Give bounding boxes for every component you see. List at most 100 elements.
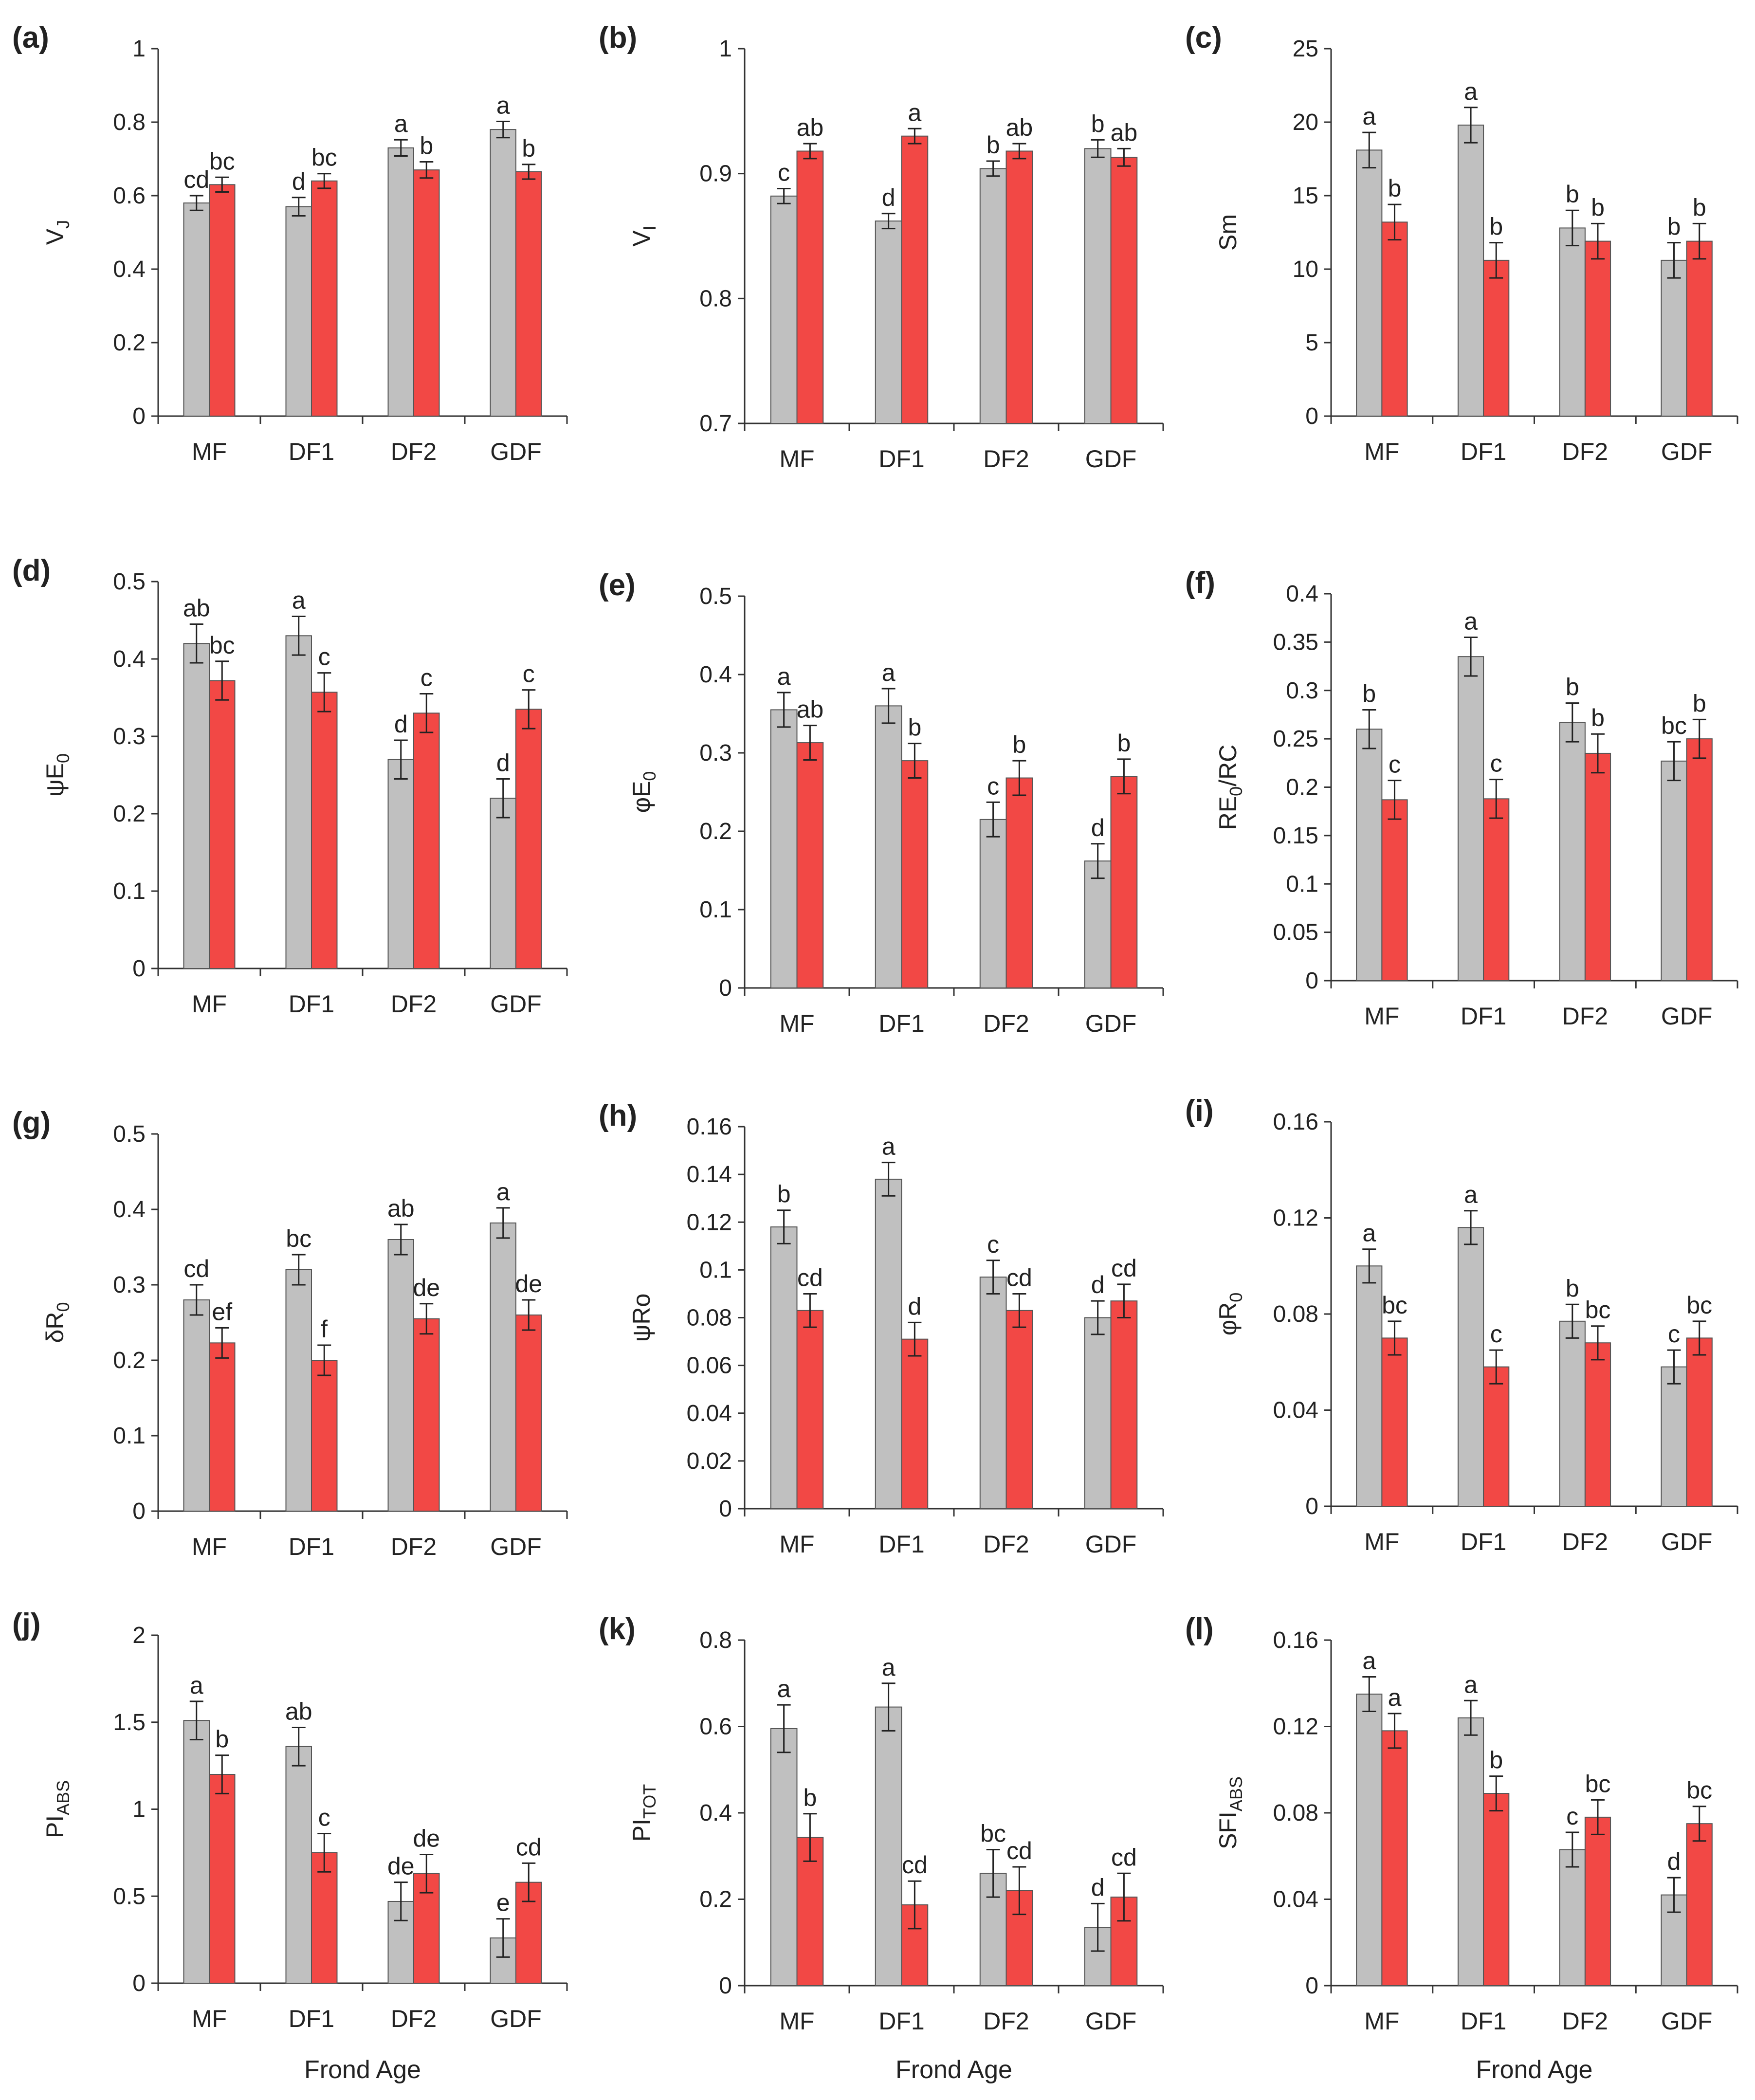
y-axis-label: Sm xyxy=(1214,214,1242,251)
y-tick-label: 0.9 xyxy=(699,161,732,187)
significance-letter: c xyxy=(318,1804,330,1831)
bar-grey xyxy=(183,1299,210,1512)
bar-grey xyxy=(1457,656,1484,981)
y-tick-label: 0.8 xyxy=(113,110,146,135)
y-tick-label: 20 xyxy=(1293,110,1318,135)
x-category-label: MF xyxy=(1364,1528,1399,1555)
significance-letter: c xyxy=(778,159,790,186)
significance-letter: bc xyxy=(209,632,235,659)
y-tick-label: 0.04 xyxy=(1273,1887,1318,1913)
y-tick-label: 0 xyxy=(132,403,146,429)
bar-grey xyxy=(1356,1265,1383,1507)
bar-grey xyxy=(1457,1717,1484,1986)
significance-letter: a xyxy=(882,1133,896,1160)
y-axis-label: φE0 xyxy=(628,771,659,813)
y-tick-label: 0.5 xyxy=(113,569,146,595)
y-axis-label: ψRo xyxy=(628,1294,655,1342)
significance-letter: bc xyxy=(980,1820,1006,1847)
bar-grey xyxy=(1559,722,1586,981)
significance-letter: d xyxy=(908,1293,921,1320)
bar-red xyxy=(1110,157,1138,424)
significance-letter: bc xyxy=(1382,1292,1408,1319)
y-tick-label: 0.4 xyxy=(113,646,146,672)
significance-letter: bc xyxy=(1661,712,1687,739)
bar-red xyxy=(796,1310,824,1509)
significance-letter: bc xyxy=(1585,1297,1611,1324)
significance-letter: b xyxy=(1566,181,1579,208)
y-tick-label: 0.1 xyxy=(699,1257,732,1283)
panel-label: (g) xyxy=(12,1106,51,1140)
significance-letter: d xyxy=(882,184,896,211)
bar-grey xyxy=(1559,1849,1586,1986)
significance-letter: cd xyxy=(1006,1837,1032,1864)
significance-letter: cd xyxy=(797,1264,823,1291)
panel-label: (h) xyxy=(599,1099,637,1132)
significance-letter: bc xyxy=(1686,1292,1712,1319)
significance-letter: cd xyxy=(516,1833,542,1861)
bar-grey xyxy=(1559,1320,1586,1507)
bar-red xyxy=(1381,221,1408,417)
bar-grey xyxy=(1084,1317,1112,1509)
y-tick-label: 25 xyxy=(1293,36,1318,62)
bar-red xyxy=(796,1837,824,1986)
significance-letter: d xyxy=(1091,1271,1105,1298)
x-category-label: DF1 xyxy=(878,445,924,473)
x-category-label: DF2 xyxy=(391,438,437,465)
y-tick-label: 10 xyxy=(1293,256,1318,282)
y-tick-label: 0.4 xyxy=(699,662,732,688)
x-category-label: DF2 xyxy=(983,2008,1029,2035)
panel-a: (a)00.20.40.60.81VJMFcdbcDF1dbcDF2abGDFa… xyxy=(12,21,568,465)
significance-letter: c xyxy=(1566,1803,1578,1830)
x-category-label: DF1 xyxy=(878,1010,924,1037)
bar-grey xyxy=(183,202,210,417)
bar-red xyxy=(413,169,440,417)
panel-label: (b) xyxy=(599,21,637,55)
panel-f: (f) 0 0.05 0.1 0.15 0.2 0.25 0.3 0.35 0.4 RE0/RC MF… xyxy=(1185,566,1738,1030)
x-axis-title: Frond Age xyxy=(896,2056,1012,2084)
y-tick-label: 0 xyxy=(1305,1494,1318,1519)
y-tick-label: 0.5 xyxy=(699,584,732,609)
significance-letter: a xyxy=(882,659,896,686)
y-tick-label: 0.16 xyxy=(1273,1627,1318,1653)
x-category-label: GDF xyxy=(1085,1531,1137,1558)
y-tick-label: 0.6 xyxy=(699,1714,732,1740)
x-category-label: MF xyxy=(192,990,227,1018)
significance-letter: a xyxy=(1464,1181,1478,1208)
x-category-label: DF2 xyxy=(1562,1528,1608,1555)
x-category-label: DF1 xyxy=(289,438,334,465)
bar-red xyxy=(311,1360,338,1512)
significance-letter: a xyxy=(1464,78,1478,105)
significance-letter: c xyxy=(1490,1320,1502,1348)
significance-letter: b xyxy=(1591,704,1605,731)
significance-letter: bc xyxy=(1686,1777,1712,1804)
y-tick-label: 0.02 xyxy=(687,1448,732,1474)
y-axis-label: VJ xyxy=(41,220,73,245)
y-tick-label: 0.2 xyxy=(113,330,146,356)
significance-letter: a xyxy=(882,1654,896,1681)
y-tick-label: 0.4 xyxy=(113,1197,146,1223)
x-category-label: MF xyxy=(192,1533,227,1560)
significance-letter: ab xyxy=(797,114,824,141)
significance-letter: b xyxy=(1667,213,1681,240)
bar-red xyxy=(1584,752,1611,981)
x-category-label: DF1 xyxy=(878,1531,924,1558)
significance-letter: a xyxy=(1464,1671,1478,1698)
y-tick-label: 0 xyxy=(1305,403,1318,429)
y-tick-label: 0.5 xyxy=(113,1121,146,1147)
significance-letter: b xyxy=(1489,213,1503,240)
x-category-label: MF xyxy=(1364,1003,1399,1030)
bar-grey xyxy=(1661,760,1687,982)
x-category-label: DF2 xyxy=(983,1010,1029,1037)
significance-letter: bc xyxy=(209,147,235,175)
x-category-label: GDF xyxy=(490,2005,542,2032)
significance-letter: f xyxy=(321,1315,328,1343)
bar-red xyxy=(413,712,440,969)
y-tick-label: 0.04 xyxy=(1273,1398,1318,1424)
y-tick-label: 0 xyxy=(132,1971,146,1996)
panel-label: (f) xyxy=(1185,566,1215,600)
significance-letter: ab xyxy=(387,1195,415,1222)
bar-grey xyxy=(1661,259,1687,417)
bar-red xyxy=(1381,799,1408,982)
y-tick-label: 0.1 xyxy=(113,878,146,904)
bar-grey xyxy=(770,195,798,424)
